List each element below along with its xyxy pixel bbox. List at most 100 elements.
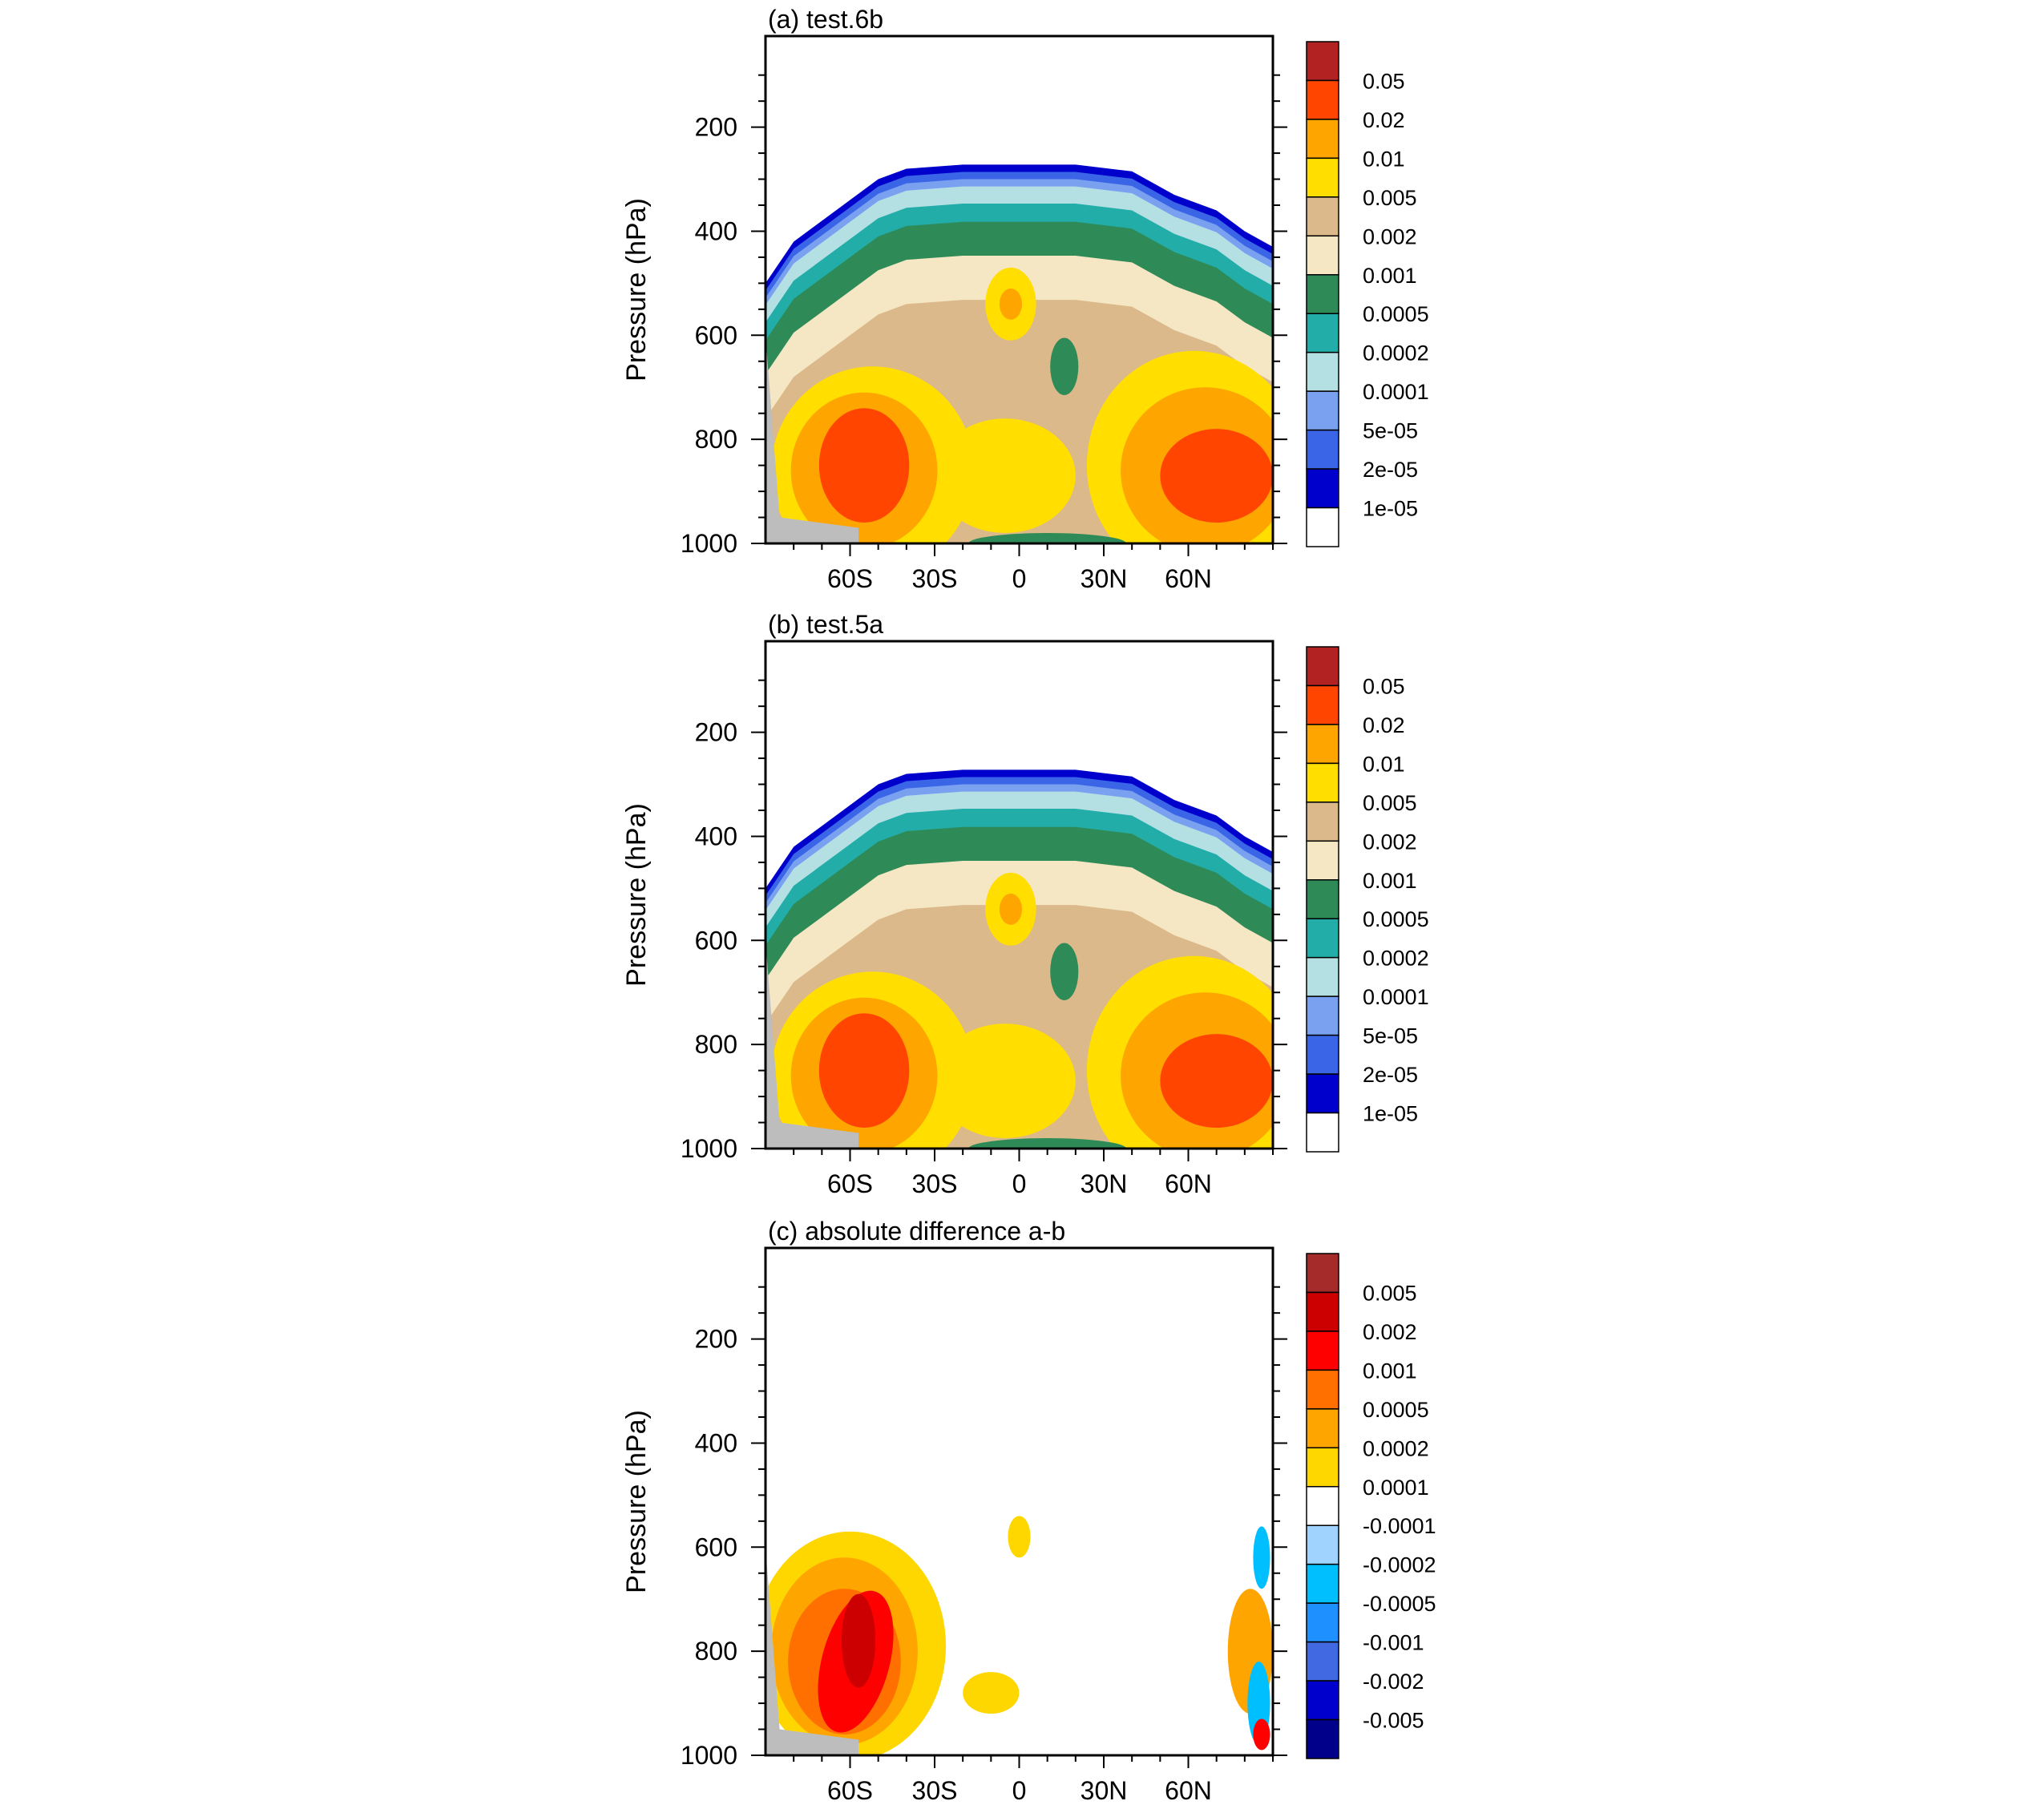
diff-core [841,1593,876,1688]
y-tick-label: 800 [695,1030,737,1059]
y-axis-label: Pressure (hPa) [621,803,652,987]
colorbar-swatch [1306,879,1339,919]
colorbar-label: 1e-05 [1363,497,1418,521]
diff-patch-2 [1008,1516,1031,1558]
colorbar-swatch [1306,918,1339,959]
x-tick-label: 30N [1081,564,1128,593]
x-tick-label: 60S [827,1169,873,1198]
diff-patch-1 [963,1672,1020,1714]
y-tick-label: 1000 [681,1134,737,1163]
colorbar-swatch [1306,684,1339,725]
colorbar-label: 0.0005 [1363,1398,1429,1422]
y-tick-label: 600 [695,926,737,955]
colorbar-label: 2e-05 [1363,458,1418,482]
x-tick-label: 30S [912,1169,958,1198]
colorbar-label: 0.005 [1363,186,1417,210]
colorbar-swatch [1306,1034,1339,1075]
x-tick-label: 30N [1081,1776,1128,1805]
colorbar-swatch [1306,1524,1339,1565]
y-tick-label: 1000 [681,529,737,558]
interior-yellow-tropics [935,1024,1076,1139]
tropical-green-blob [1050,943,1079,1000]
panel-title: (c) absolute difference a-b [768,1217,1065,1246]
near-surface-green [968,1138,1127,1149]
colorbar-swatch [1306,995,1339,1036]
colorbar-label: 0.05 [1363,674,1405,698]
colorbar-swatch [1306,390,1339,431]
near-surface-green [968,533,1127,543]
colorbar-swatch [1306,956,1339,997]
colorbar-swatch [1306,507,1339,547]
x-tick-label: 60N [1165,1169,1212,1198]
y-tick-label: 200 [695,718,737,747]
panel-title: (a) test.6b [768,5,883,34]
missing-data-mask [765,940,859,1149]
y-tick-label: 600 [695,321,737,349]
colorbar-label: 0.05 [1363,69,1405,93]
colorbar-swatch [1306,429,1339,470]
colorbar: 0.05 0.02 0.01 0.005 0.002 0.001 0.0005 0.0002 0… [1306,646,1429,1153]
colorbar-label: 0.005 [1363,1281,1417,1305]
y-axis-label: Pressure (hPa) [621,1410,652,1593]
y-tick-label: 200 [695,1325,737,1354]
y-tick-label: 200 [695,113,737,142]
x-tick-label: 30S [912,564,958,593]
colorbar-label: 0.0002 [1363,947,1429,971]
colorbar-label: 0.01 [1363,147,1405,171]
colorbar-swatch [1306,1291,1339,1332]
colorbar-label: 0.02 [1363,108,1405,132]
colorbar-label: 0.0001 [1363,380,1429,404]
colorbar-swatch [1306,1073,1339,1114]
colorbar-label: 0.0005 [1363,302,1429,326]
x-tick-label: 60N [1165,564,1212,593]
colorbar-swatch [1306,274,1339,314]
field-a [765,36,1273,543]
tropical-green-blob [1050,337,1079,395]
colorbar-label: 0.0002 [1363,1436,1429,1460]
colorbar-swatch [1306,351,1339,392]
colorbar-label: -0.005 [1363,1709,1424,1733]
interior-red-north [1160,429,1273,523]
x-tick-label: 0 [1012,564,1027,593]
colorbar-label: -0.0002 [1363,1553,1436,1577]
panel-title: (b) test.5a [768,610,883,639]
tropical-orange-core [999,288,1023,320]
colorbar-swatch [1306,1718,1339,1759]
colorbar-swatch [1306,1331,1339,1371]
y-tick-label: 800 [695,425,737,454]
diff-patch-4 [1253,1526,1270,1589]
colorbar-swatch [1306,1253,1339,1294]
colorbar-swatch [1306,1486,1339,1526]
colorbar-label: 0.0002 [1363,341,1429,365]
colorbar-label: 0.02 [1363,713,1405,737]
colorbar-swatch [1306,762,1339,803]
panel-c: (c) absolute difference a-b Pressure (hPa… [621,1217,1436,1805]
y-tick-label: 800 [695,1637,737,1666]
colorbar-label: 5e-05 [1363,1024,1418,1048]
x-tick-label: 30N [1081,1169,1128,1198]
colorbar-swatch [1306,41,1339,82]
x-tick-label: 0 [1012,1169,1027,1198]
colorbar-swatch [1306,235,1339,276]
y-tick-label: 1000 [681,1741,737,1770]
colorbar-swatch [1306,646,1339,687]
colorbar-label: -0.0005 [1363,1592,1436,1616]
colorbar-label: 0.005 [1363,791,1417,815]
x-tick-label: 0 [1012,1776,1027,1805]
x-tick-label: 60N [1165,1776,1212,1805]
colorbar-label: -0.001 [1363,1631,1424,1655]
colorbar-swatch [1306,157,1339,198]
colorbar: 0.005 0.002 0.001 0.0005 0.0002 0.0001 -0.0001… [1306,1253,1436,1759]
colorbar-label: 2e-05 [1363,1063,1418,1087]
colorbar-label: -0.002 [1363,1670,1424,1694]
colorbar-swatch [1306,1680,1339,1721]
field-c [765,1248,1273,1755]
colorbar-label: 0.0001 [1363,985,1429,1009]
y-tick-label: 600 [695,1532,737,1561]
colorbar-swatch [1306,1112,1339,1153]
colorbar-swatch [1306,313,1339,353]
colorbar-swatch [1306,1602,1339,1643]
colorbar-label: 0.002 [1363,830,1417,854]
colorbar-label: -0.0001 [1363,1514,1436,1538]
